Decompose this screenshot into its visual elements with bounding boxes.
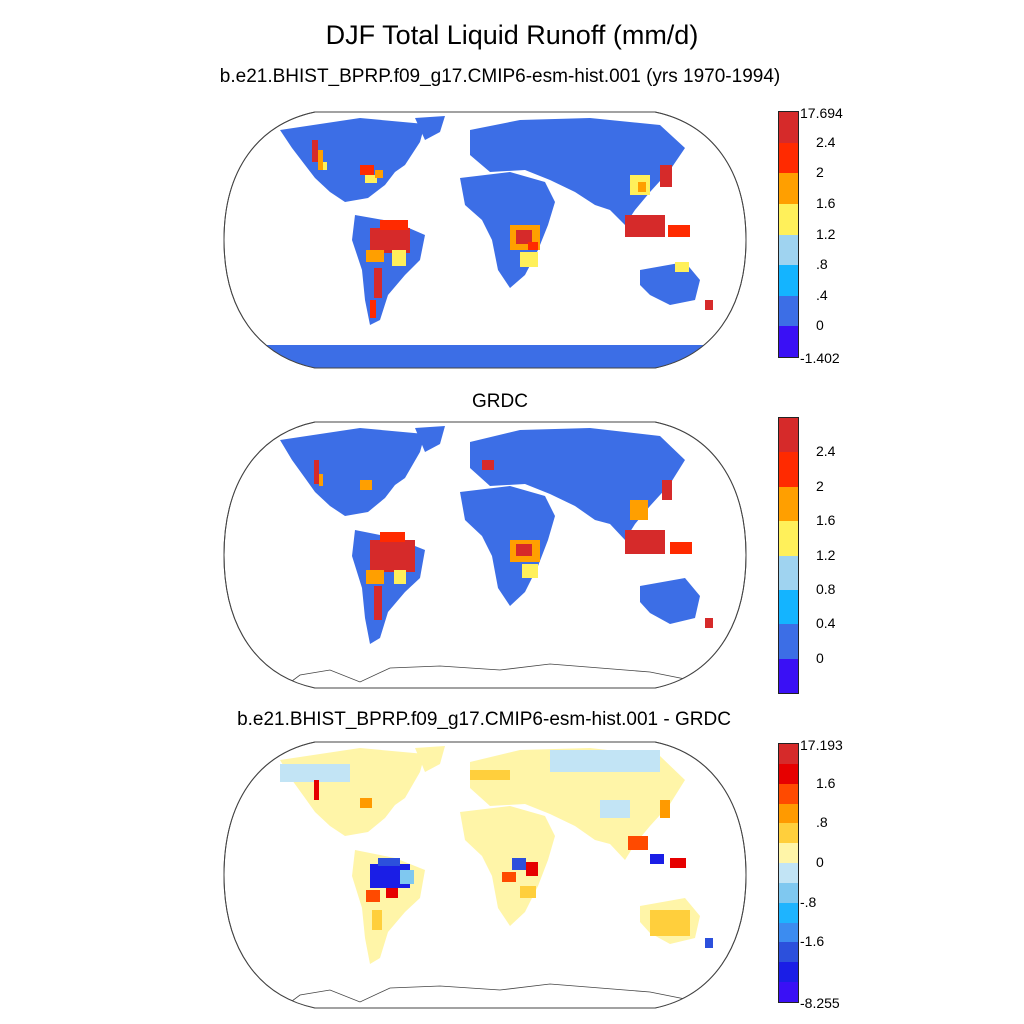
- colorbar-swatch: [779, 555, 798, 590]
- colorbar-swatch: [779, 823, 798, 844]
- colorbar-swatch: [779, 763, 798, 784]
- colorbar-label: 1.6: [816, 194, 836, 211]
- colorbar-swatch: [779, 112, 798, 143]
- colorbar-frame: [778, 111, 799, 358]
- colorbar-label: 2: [816, 477, 824, 494]
- colorbar-label: .8: [816, 814, 828, 831]
- colorbar-swatch: [779, 783, 798, 804]
- colorbar-label: 2: [816, 164, 824, 181]
- colorbar-swatch: [779, 843, 798, 864]
- runoff-cells: [314, 460, 713, 628]
- colorbar-model: 17.694 2.4 2 1.6 1.2 .8 .4 0 -1.402: [778, 105, 858, 366]
- map-panel-model: [223, 111, 747, 369]
- colorbar-frame: [778, 417, 799, 694]
- colorbar-label: -1.402: [800, 350, 840, 366]
- colorbar-label: 2.4: [816, 443, 836, 460]
- colorbar-swatch: [779, 982, 798, 1002]
- colorbar-label: .4: [816, 286, 828, 303]
- colorbar-swatch: [779, 173, 798, 204]
- colorbar-label: 1.2: [816, 225, 836, 242]
- colorbar-swatch: [779, 962, 798, 983]
- colorbar-swatch: [779, 744, 798, 764]
- colorbar-swatch: [779, 942, 798, 963]
- panel-title-model: b.e21.BHIST_BPRP.f09_g17.CMIP6-esm-hist.…: [219, 66, 781, 87]
- colorbar-label: 2.4: [816, 133, 836, 150]
- colorbar-label: 1.6: [816, 774, 836, 791]
- colorbar-label: 0.4: [816, 615, 836, 632]
- colorbar-label: 0: [816, 649, 824, 666]
- colorbar-label: -1.6: [800, 933, 825, 950]
- panel-title-difference: b.e21.BHIST_BPRP.f09_g17.CMIP6-esm-hist.…: [237, 709, 731, 730]
- colorbar-swatch: [779, 863, 798, 883]
- colorbar-swatch: [779, 295, 798, 327]
- map-panel-difference: [223, 741, 747, 1009]
- colorbar-swatch: [779, 203, 798, 235]
- colorbar-swatch: [779, 452, 798, 487]
- colorbar-frame: [778, 743, 799, 1003]
- colorbar-swatch: [779, 624, 798, 659]
- colorbar-swatch: [779, 882, 798, 903]
- map-panel-grdc: [223, 421, 747, 689]
- runoff-cells: [312, 140, 713, 318]
- colorbar-swatch: [779, 922, 798, 943]
- colorbar-swatch: [779, 418, 798, 453]
- colorbar-grdc: 2.4 2 1.6 1.2 0.8 0.4 0: [778, 417, 858, 694]
- colorbar-label: 1.6: [816, 512, 836, 529]
- difference-cells: [280, 750, 713, 948]
- colorbar-difference: 17.193 1.6 .8 0 -.8 -1.6 -8.255: [778, 737, 858, 1011]
- colorbar-label: -.8: [800, 893, 817, 910]
- colorbar-swatch: [779, 265, 798, 296]
- colorbar-swatch: [779, 142, 798, 174]
- colorbar-label: .8: [816, 256, 828, 273]
- colorbar-swatch: [779, 521, 798, 556]
- colorbar-swatch: [779, 486, 798, 522]
- panel-title-grdc: GRDC: [472, 391, 528, 412]
- colorbar-swatch: [779, 234, 798, 266]
- colorbar-label: 17.193: [800, 737, 843, 753]
- colorbar-label: 0: [816, 854, 824, 871]
- colorbar-label: 1.2: [816, 546, 836, 563]
- colorbar-label: 17.694: [800, 105, 843, 121]
- colorbar-label: 0: [816, 317, 824, 334]
- colorbar-swatch: [779, 589, 798, 625]
- colorbar-swatch: [779, 902, 798, 923]
- figure-title: DJF Total Liquid Runoff (mm/d): [325, 20, 699, 50]
- colorbar-label: 0.8: [816, 580, 836, 597]
- colorbar-swatch: [779, 658, 798, 693]
- colorbar-swatch: [779, 326, 798, 357]
- colorbar-swatch: [779, 803, 798, 824]
- colorbar-label: -8.255: [800, 995, 840, 1011]
